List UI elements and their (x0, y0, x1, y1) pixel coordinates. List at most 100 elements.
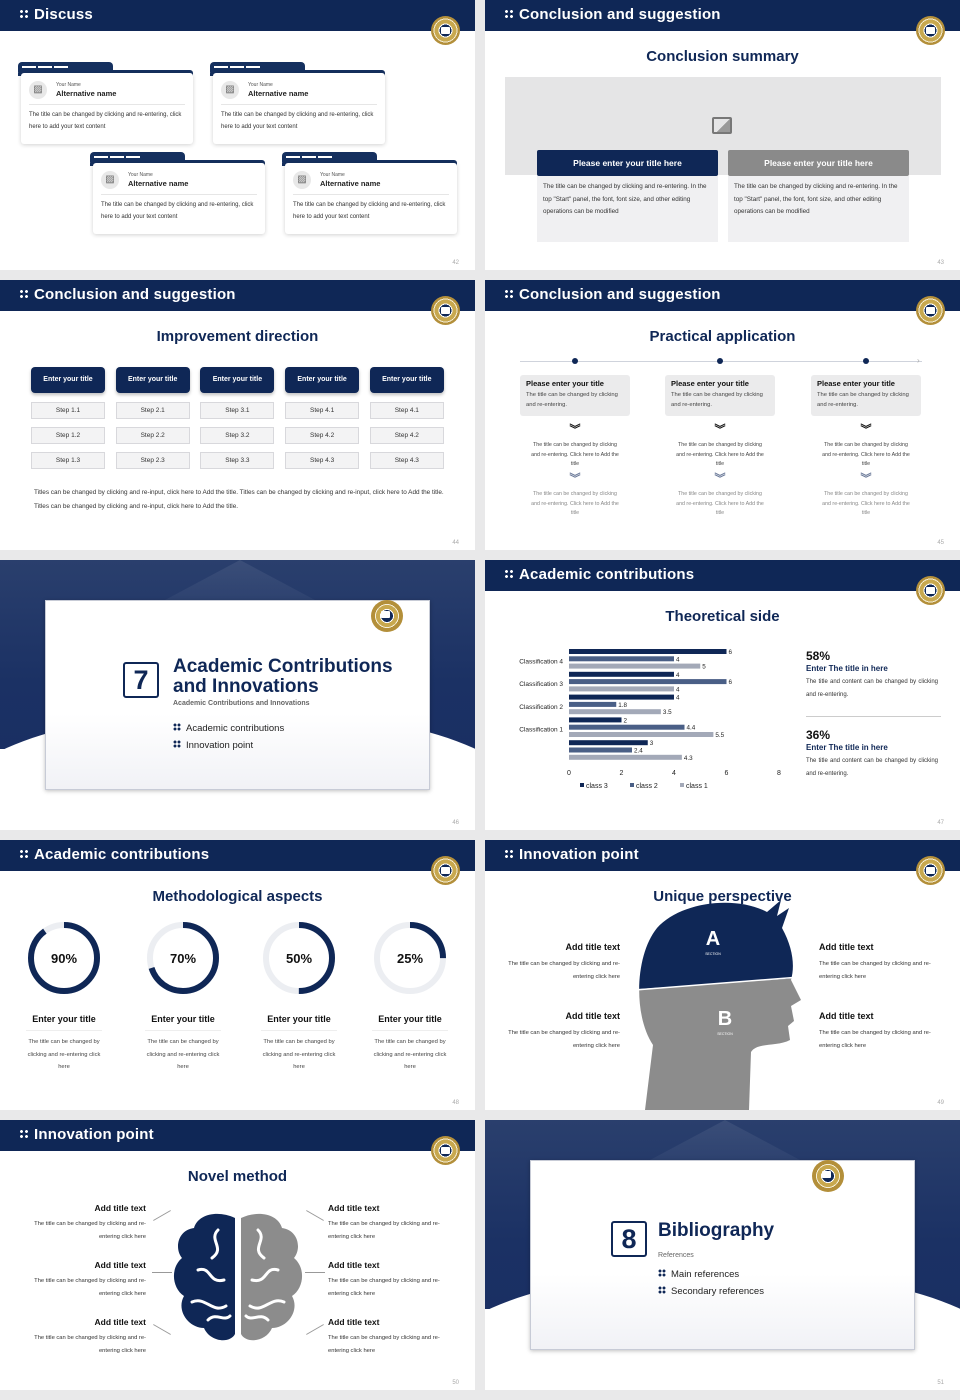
data-label: 2.4 (634, 748, 643, 755)
slide-s42[interactable]: Discuss 42 ▨ Your Name Alternative name The t… (0, 0, 475, 270)
block-title: Add title text (819, 1011, 874, 1021)
panel-title: Please enter your title here (728, 150, 909, 176)
card-name: Alternative name (128, 179, 189, 188)
slide-s43[interactable]: Conclusion and suggestion Conclusion summ… (485, 0, 960, 270)
slide-s50[interactable]: Innovation point Novel method 50 Add title … (0, 1120, 475, 1390)
slide-title: Innovation point (504, 846, 639, 863)
block-title: Add title text (328, 1260, 380, 1270)
step-text: The title can be changed by clicking and… (531, 491, 619, 516)
brain-fold-line (190, 1228, 232, 1322)
slide-header: Innovation point (485, 840, 960, 871)
step-box: Step 3.3 (200, 452, 275, 469)
block-title: Add title text (328, 1317, 380, 1327)
section-letter: A (705, 928, 721, 950)
slide-s49[interactable]: Innovation point Unique perspective 49 A SEC… (485, 840, 960, 1110)
slide-s47[interactable]: Academic contributions Theoretical side 47… (485, 560, 960, 830)
card-divider (29, 104, 185, 105)
card-text: The title can be changed by clicking and… (29, 112, 182, 130)
bar-class-2 (569, 679, 727, 685)
page-number: 49 (937, 1100, 944, 1106)
slide-header: Discuss (0, 0, 475, 31)
step-box: Step 4.2 (369, 427, 444, 444)
block-text: The title can be changed by clicking and… (34, 1221, 146, 1240)
agenda-item[interactable]: Academic contributions (173, 723, 284, 734)
agenda-item[interactable]: Main references (658, 1269, 739, 1280)
timeline-arrow-icon: › (917, 356, 920, 365)
block-title: Add title text (94, 1203, 146, 1213)
slide-title-text: Innovation point (34, 1126, 154, 1143)
section-caption: SECTION (705, 952, 721, 956)
connector-line (305, 1272, 325, 1273)
legend-label: class 2 (636, 783, 658, 790)
image-placeholder-icon: ▨ (29, 81, 47, 99)
data-label: 2 (624, 717, 628, 724)
slide-s44[interactable]: Conclusion and suggestion Improvement dir… (0, 280, 475, 550)
double-chevron-down-icon: ︾ (714, 473, 726, 485)
grid-dots-icon (658, 1286, 666, 1294)
agenda-item[interactable]: Innovation point (173, 740, 253, 751)
agenda-item[interactable]: Secondary references (658, 1286, 764, 1297)
university-seal-icon (431, 856, 460, 885)
ring-progress (28, 922, 100, 994)
block-text: The title can be changed by clicking and… (34, 1335, 146, 1354)
tab-dash (246, 66, 260, 68)
bar-class-3 (569, 740, 648, 746)
brain-fold-line (244, 1228, 286, 1322)
block-text: The title can be changed by clicking and… (328, 1221, 440, 1240)
bar-class-1 (569, 732, 714, 737)
category-label: Classification 3 (519, 681, 563, 688)
block-title: Add title text (565, 1011, 620, 1021)
double-chevron-down-icon: ︾ (569, 473, 581, 485)
slide-title-text: Discuss (34, 6, 93, 23)
card-text: The title can be changed by clicking and… (221, 112, 374, 130)
slide-title-text: Academic contributions (34, 846, 210, 863)
connector-line (306, 1324, 324, 1335)
bar-class-1 (569, 754, 682, 760)
tab-dash (54, 66, 68, 68)
slide-s45[interactable]: Conclusion and suggestion Practical appli… (485, 280, 960, 550)
slide-heading: Methodological aspects (152, 888, 323, 905)
x-tick-label: 0 (567, 770, 571, 777)
page-number: 50 (452, 1380, 459, 1386)
item-title: Enter your title (151, 1014, 215, 1024)
card-text: The title can be changed by clicking and… (293, 202, 446, 220)
step-box: Step 3.2 (200, 427, 275, 444)
grid-dots-icon (504, 9, 514, 19)
slide-s48[interactable]: Academic contributions Methodological asp… (0, 840, 475, 1110)
tab-dash (230, 66, 244, 68)
grid-dots-icon (19, 289, 29, 299)
page-number: 47 (937, 820, 944, 826)
legend-label: class 3 (586, 783, 608, 790)
bar-class-3 (569, 694, 674, 700)
step-text: The title can be changed by clicking and… (822, 442, 910, 467)
data-label: 5.5 (715, 732, 724, 739)
progress-ring (374, 922, 446, 994)
connector-line (306, 1210, 324, 1221)
column-title: Enter your title (200, 367, 275, 393)
tab-dash (38, 66, 52, 68)
grid-dots-icon (504, 849, 514, 859)
double-chevron-down-icon: ︾ (860, 473, 872, 485)
legend-swatch (580, 783, 584, 787)
grid-dots-icon (19, 849, 29, 859)
grid-dots-icon (504, 289, 514, 299)
double-chevron-down-icon: ︾ (860, 424, 872, 436)
block-text: The title can be changed by clicking and… (508, 961, 620, 980)
column-title: Enter your title (115, 367, 190, 393)
slide-title-text: Innovation point (519, 846, 639, 863)
slide-s46[interactable]: 46 7 Academic Contributions and Innovation… (0, 560, 475, 830)
brain-left-hemisphere (173, 1213, 235, 1341)
slide-title-text: Conclusion and suggestion (519, 286, 721, 303)
tab-dash (110, 156, 124, 158)
slide-s51[interactable]: 51 8 Bibliography References Main references… (485, 1120, 960, 1390)
bar-class-1 (569, 709, 661, 715)
data-label: 3 (650, 740, 654, 747)
tab-dash (22, 66, 36, 68)
slide-title: Innovation point (19, 1126, 154, 1143)
item-divider (26, 1030, 102, 1031)
step-box: Step 3.1 (200, 402, 275, 419)
slide-heading: Unique perspective (653, 888, 792, 905)
slide-heading: Improvement direction (156, 328, 319, 345)
slide-title-text: Academic contributions (519, 566, 695, 583)
step-box: Step 4.3 (285, 452, 360, 469)
